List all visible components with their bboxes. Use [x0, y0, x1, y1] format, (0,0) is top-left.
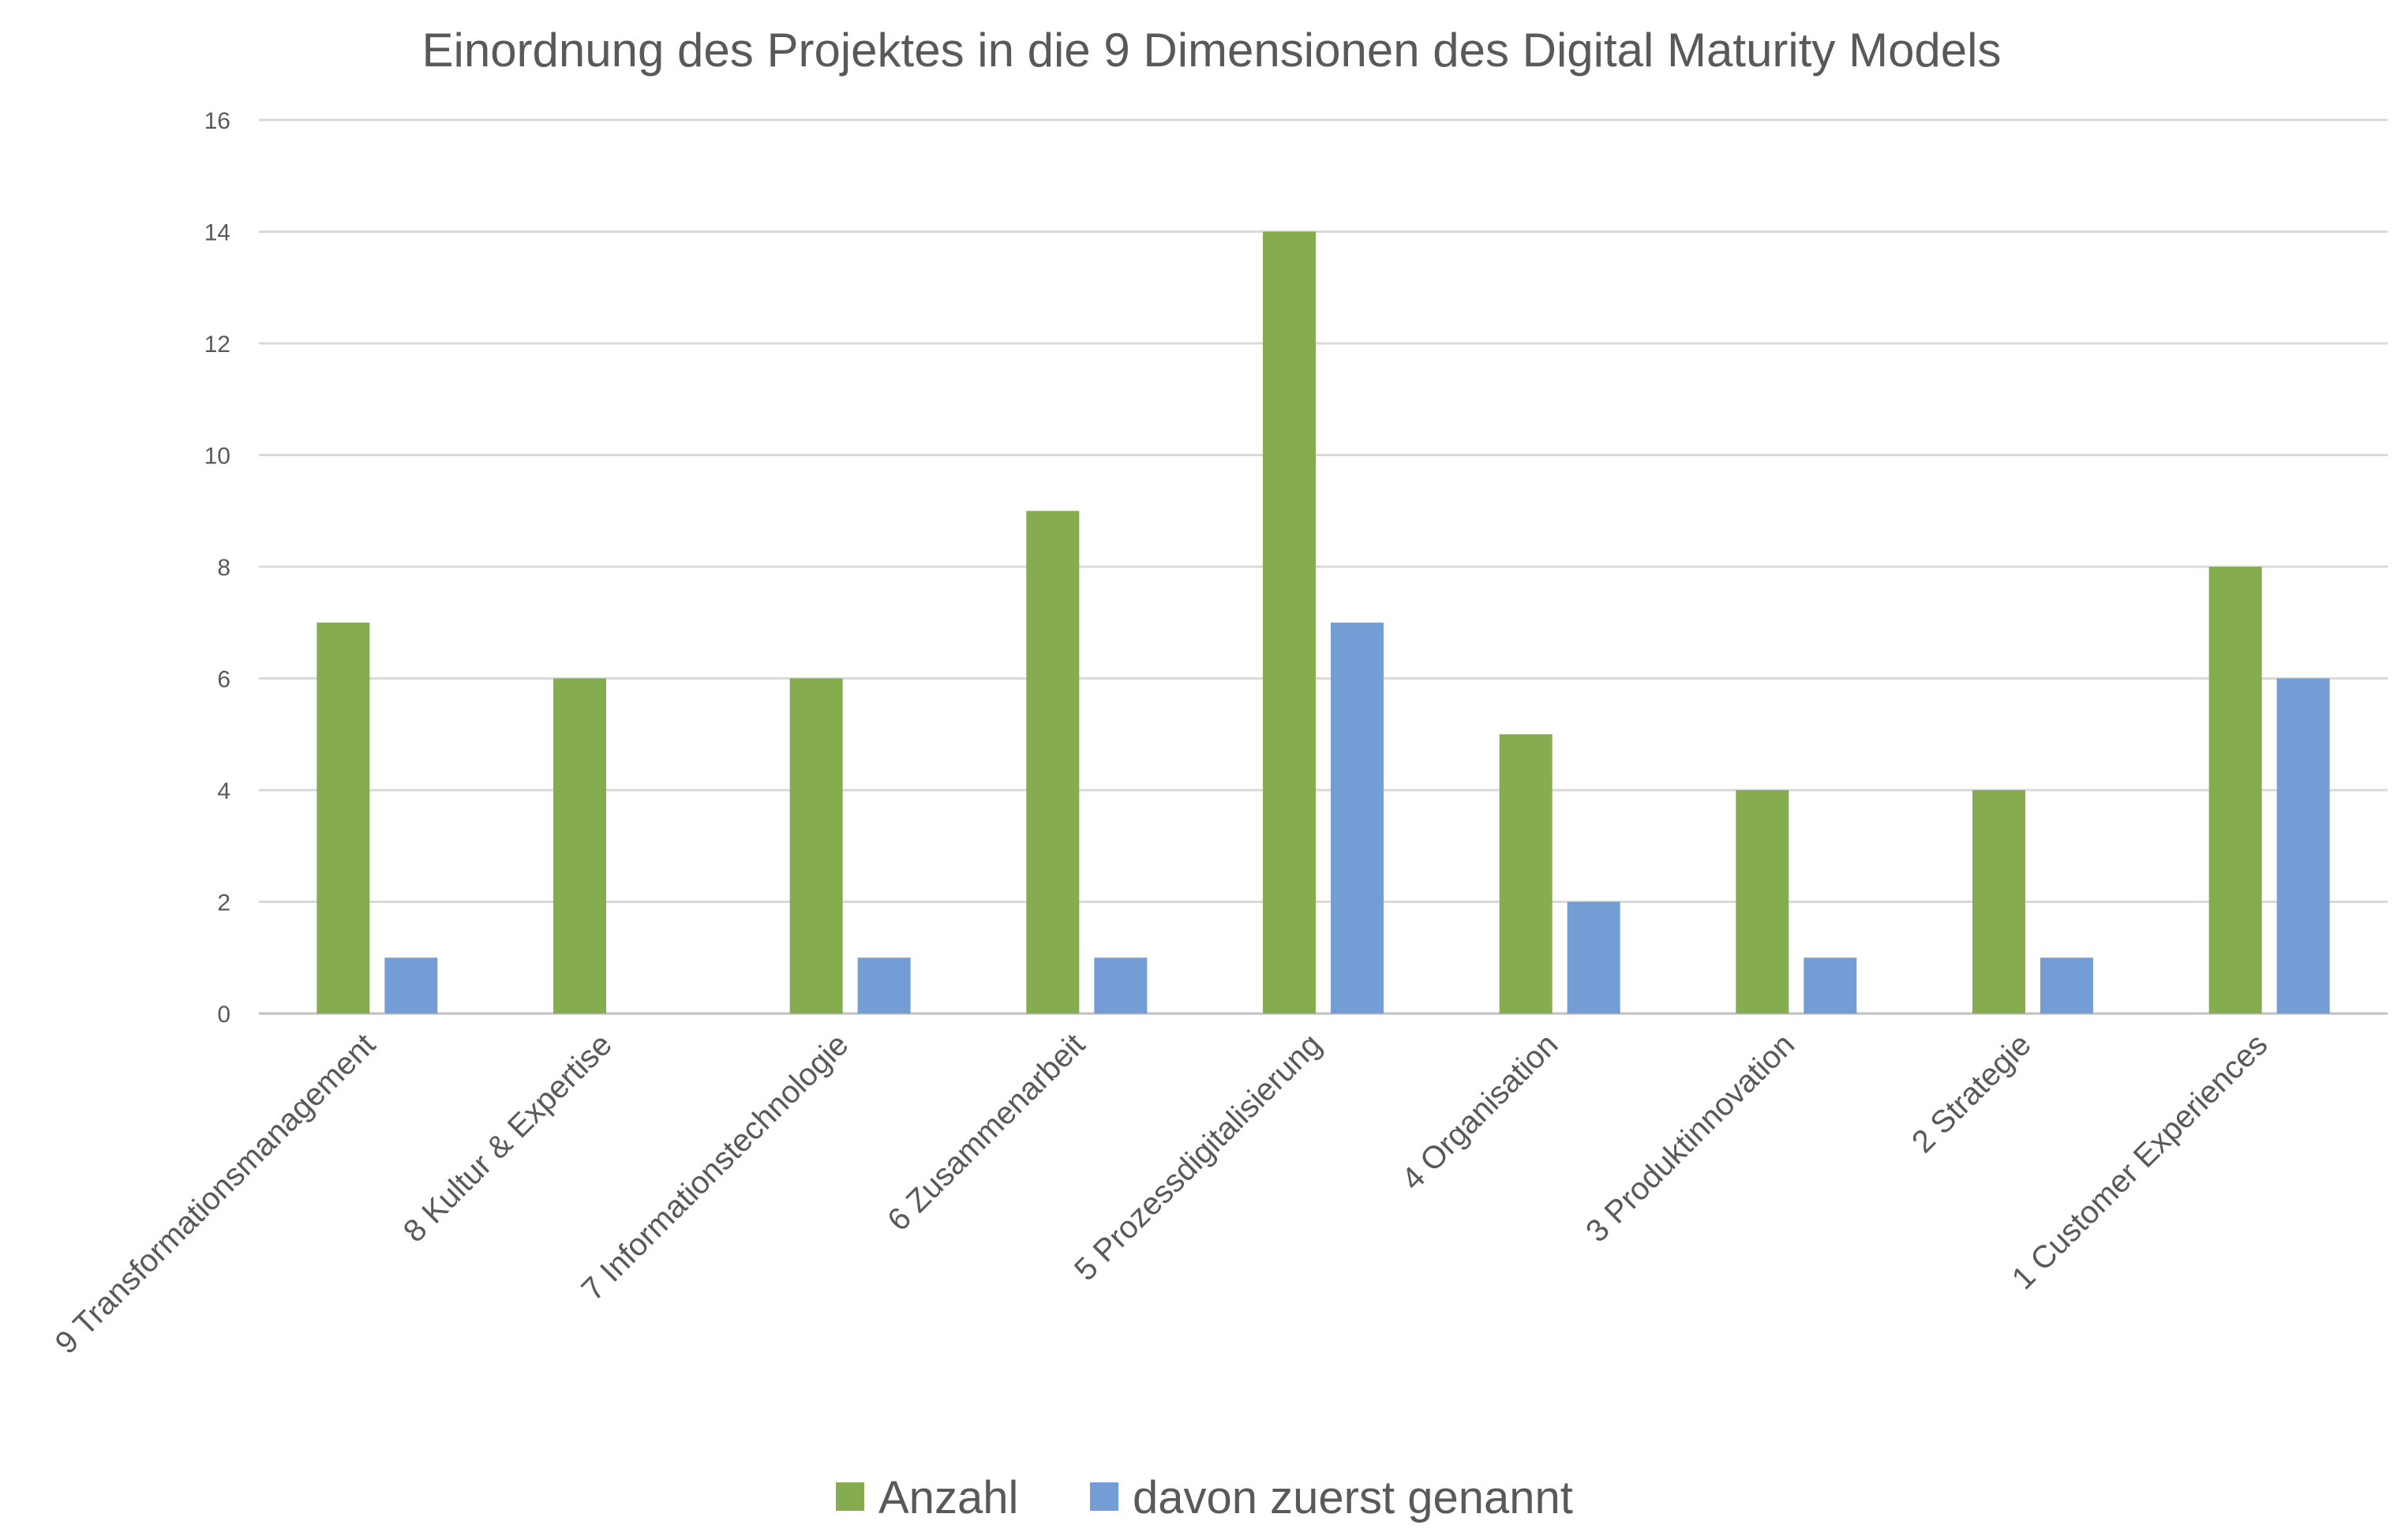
x-axis-labels: 9 Transformationsmanagement 8 Kultur & Ex… [49, 1027, 2275, 1361]
y-tick-label: 10 [204, 444, 230, 470]
bar-zuerst-genannt: davon zuerst genannt: 2 [1567, 901, 1620, 1014]
bar-anzahl: Anzahl: 6 [789, 678, 843, 1014]
y-tick-label: 0 [217, 1002, 230, 1028]
legend-label: Anzahl [878, 1472, 1018, 1523]
bar-zuerst-genannt: davon zuerst genannt: 1 [2040, 957, 2093, 1014]
bar-anzahl: Anzahl: 5 [1499, 734, 1553, 1014]
bar-anzahl: Anzahl: 4 [1972, 790, 2025, 1014]
bar-anzahl: Anzahl: 4 [1736, 790, 1789, 1014]
x-category-label: 9 Transformationsmanagement [49, 1027, 383, 1361]
bar-anzahl: Anzahl: 6 [553, 678, 606, 1014]
y-tick-label: 2 [217, 890, 230, 916]
legend: Anzahl davon zuerst genannt [836, 1472, 1573, 1523]
bar-zuerst-genannt: davon zuerst genannt: 1 [857, 957, 911, 1014]
x-category-label: 7 Informationstechnologie [575, 1027, 856, 1307]
x-category-label: 1 Customer Experiences [2006, 1027, 2275, 1296]
x-category-label: 5 Prozessdigitalisierung [1068, 1027, 1328, 1287]
bar-zuerst-genannt: davon zuerst genannt: 6 [2276, 678, 2330, 1014]
y-tick-label: 8 [217, 555, 230, 581]
x-category-label: 3 Produktinnovation [1579, 1027, 1801, 1249]
x-category-label: 2 Strategie [1905, 1027, 2038, 1160]
bar-anzahl: Anzahl: 8 [2208, 567, 2262, 1014]
bar-anzahl: Anzahl: 14 [1263, 231, 1316, 1014]
y-tick-label: 16 [204, 108, 230, 134]
legend-label: davon zuerst genannt [1133, 1472, 1573, 1523]
bar-anzahl: Anzahl: 7 [317, 622, 370, 1014]
gridlines [259, 118, 2388, 1015]
y-tick-label: 14 [204, 220, 230, 246]
chart-title: Einordnung des Projektes in die 9 Dimens… [421, 24, 2001, 77]
bar-zuerst-genannt: davon zuerst genannt: 1 [384, 957, 438, 1014]
legend-swatch [1090, 1482, 1118, 1511]
x-category-label: 8 Kultur & Expertise [397, 1027, 619, 1249]
y-axis-ticks: 0 2 4 6 8 10 12 14 16 [204, 108, 230, 1028]
y-tick-label: 12 [204, 332, 230, 358]
y-tick-label: 6 [217, 667, 230, 693]
legend-swatch [836, 1482, 864, 1511]
bar-anzahl: Anzahl: 9 [1026, 511, 1080, 1014]
bar-zuerst-genannt: davon zuerst genannt: 1 [1094, 957, 1148, 1014]
bar-zuerst-genannt: davon zuerst genannt: 1 [1804, 957, 1857, 1014]
x-category-label: 6 Zusammenarbeit [881, 1027, 1092, 1238]
y-tick-label: 4 [217, 778, 230, 804]
bar-zuerst-genannt: davon zuerst genannt: 7 [1331, 622, 1384, 1014]
bars: Anzahl: 7 davon zuerst genannt: 1 Anzahl: … [317, 231, 2330, 1014]
x-category-label: 4 Organisation [1395, 1027, 1564, 1197]
